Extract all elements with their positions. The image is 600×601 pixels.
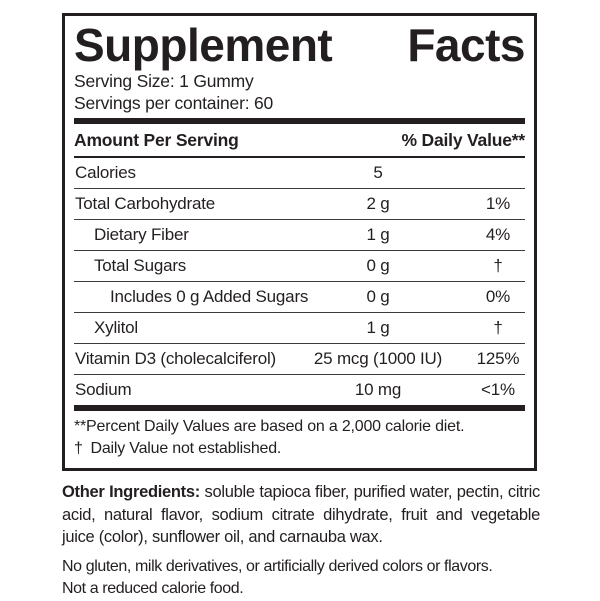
other-ingredients-text: soluble tapioca fiber, purified water, p…	[62, 483, 540, 546]
nutrient-amount: 2 g	[366, 194, 390, 213]
statements: No gluten, milk derivatives, or artifici…	[62, 556, 540, 601]
nutrient-daily-value: †	[493, 318, 503, 337]
nutrient-amount: 0 g	[366, 287, 390, 306]
table-row: Total Sugars 0 g †	[74, 251, 525, 282]
nutrient-daily-value: 125%	[476, 349, 520, 368]
nutrient-amount: 5	[373, 163, 383, 182]
facts-rows: Calories 5 Total Carbohydrate 2 g 1% Die…	[74, 158, 525, 405]
table-row: Total Carbohydrate 2 g 1%	[74, 189, 525, 220]
nutrient-amount: 1 g	[366, 318, 390, 337]
nutrient-name: Xylitol	[94, 318, 138, 337]
other-ingredients-label: Other Ingredients:	[62, 483, 200, 501]
nutrient-name: Dietary Fiber	[94, 225, 189, 244]
nutrient-amount: 25 mcg (1000 IU)	[313, 349, 443, 368]
serving-size: Serving Size: 1 Gummy	[74, 71, 254, 91]
nutrient-name: Calories	[75, 163, 136, 182]
columns-header: Amount Per Serving % Daily Value**	[74, 124, 525, 158]
below-panel-text: Other Ingredients: soluble tapioca fiber…	[62, 481, 540, 601]
other-ingredients: Other Ingredients: soluble tapioca fiber…	[62, 481, 540, 549]
footnote-daily-values: **Percent Daily Values are based on a 2,…	[74, 418, 465, 435]
servings-per-container: Servings per container: 60	[74, 93, 274, 113]
nutrient-daily-value: 0%	[485, 287, 511, 306]
nutrient-name: Sodium	[75, 380, 132, 399]
statement-line: No gluten, milk derivatives, or artifici…	[62, 557, 493, 575]
serving-info: Serving Size: 1 Gummy Servings per conta…	[74, 70, 525, 114]
table-row: Vitamin D3 (cholecalciferol) 25 mcg (100…	[74, 344, 525, 375]
nutrient-name: Total Carbohydrate	[75, 194, 216, 213]
footnote-dagger: † Daily Value not established.	[74, 439, 282, 457]
nutrient-amount: 1 g	[366, 225, 390, 244]
nutrient-name: Vitamin D3 (cholecalciferol)	[75, 349, 276, 368]
nutrient-daily-value: <1%	[481, 380, 515, 399]
table-row: Xylitol 1 g †	[74, 313, 525, 344]
separator-bar-top	[74, 118, 525, 124]
separator-bar-bottom	[74, 405, 525, 411]
nutrient-amount: 0 g	[366, 256, 390, 275]
footnotes: **Percent Daily Values are based on a 2,…	[74, 416, 525, 459]
supplement-label: Supplement Facts Serving Size: 1 Gummy S…	[62, 13, 540, 601]
nutrient-daily-value: 1%	[485, 194, 511, 213]
daily-value-header: % Daily Value**	[401, 129, 526, 150]
nutrient-name: Total Sugars	[94, 256, 187, 275]
supplement-facts-panel: Supplement Facts Serving Size: 1 Gummy S…	[62, 13, 537, 471]
nutrient-daily-value: 4%	[485, 225, 511, 244]
amount-per-serving-header: Amount Per Serving	[74, 129, 239, 150]
table-row: Calories 5	[74, 158, 525, 189]
nutrient-name: Includes 0 g Added Sugars	[110, 287, 309, 306]
nutrient-amount: 10 mg	[354, 380, 402, 399]
panel-title: Supplement Facts	[74, 19, 526, 71]
statement-line: Not a reduced calorie food.	[62, 580, 244, 597]
nutrient-daily-value: †	[493, 256, 503, 275]
table-row: Includes 0 g Added Sugars 0 g 0%	[74, 282, 525, 313]
table-row: Sodium 10 mg <1%	[74, 375, 525, 405]
table-row: Dietary Fiber 1 g 4%	[74, 220, 525, 251]
